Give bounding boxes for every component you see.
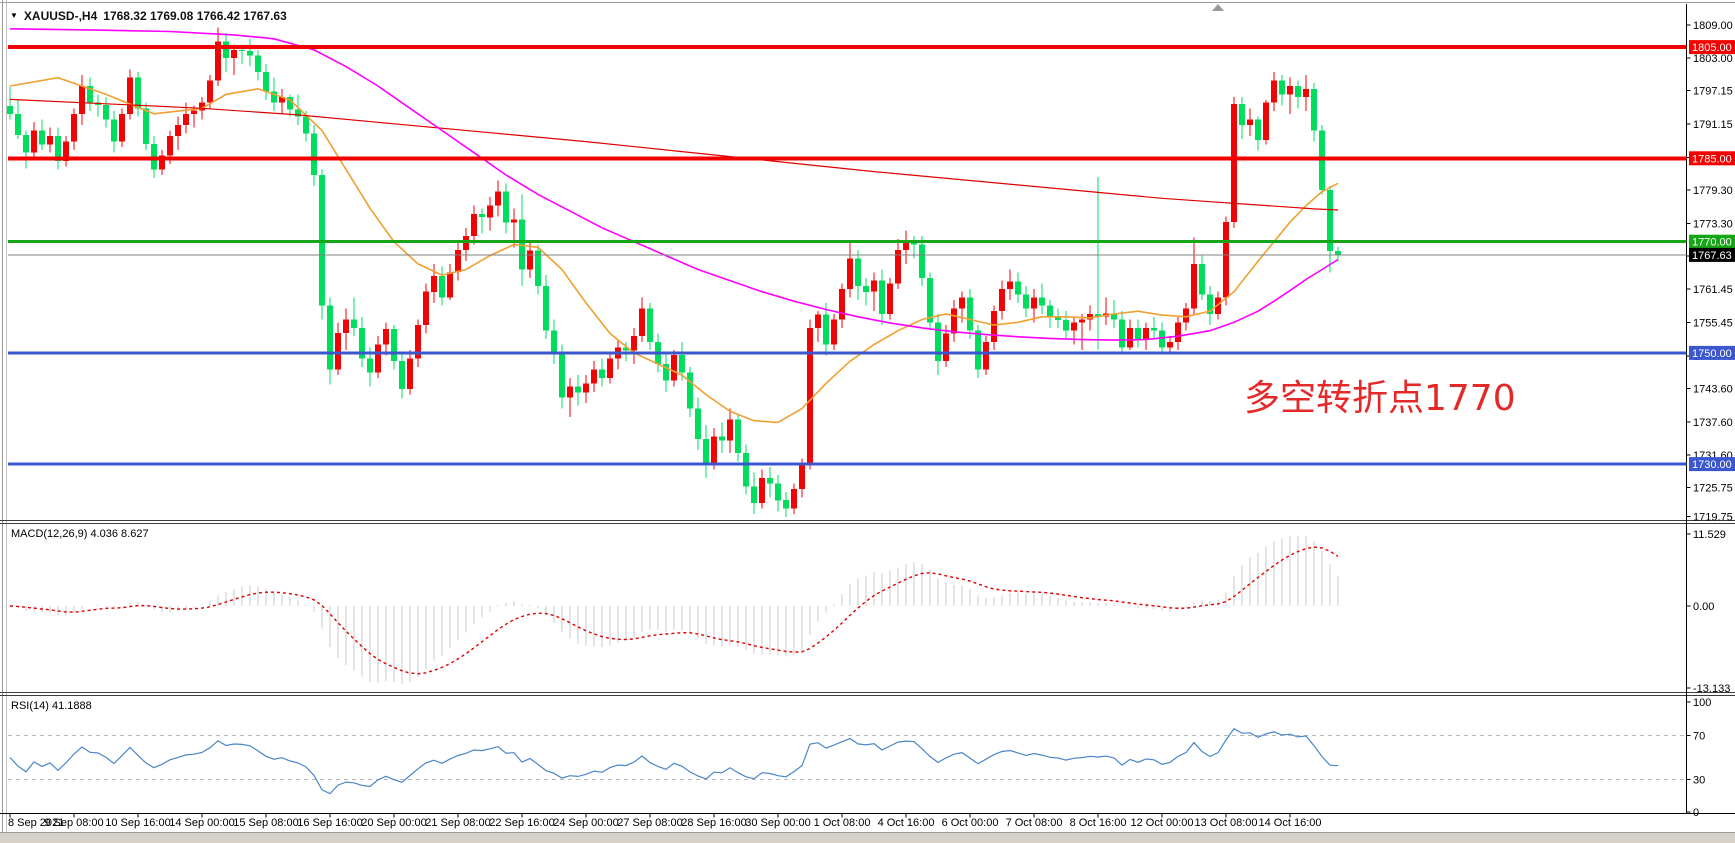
svg-text:1730.00: 1730.00 [1692,459,1732,471]
date-label: 9 Sep 08:00 [44,817,103,829]
macd-axis-label: 0.00 [1693,601,1714,613]
date-label: 14 Sep 00:00 [169,817,234,829]
fast-ma-orange [9,76,1339,424]
chart-title: ▼ XAUUSD-,H4 1768.32 1769.08 1766.42 176… [10,9,287,23]
date-label: 16 Sep 16:00 [297,817,362,829]
chart-annotation-text[interactable]: 多空转折点1770 [1244,378,1516,419]
rsi-indicator-label: RSI(14) 41.1888 [11,700,92,712]
macd-indicator-label: MACD(12,26,9) 4.036 8.627 [11,528,149,540]
slow-ma-red [9,98,1339,211]
date-label: 20 Sep 00:00 [361,817,426,829]
date-label: 8 Oct 16:00 [1070,817,1127,829]
date-label: 24 Sep 00:00 [553,817,618,829]
rsi-axis-label: 30 [1693,775,1705,787]
level-price-label: 1785.00 [1689,151,1735,166]
rsi-axis-label: 100 [1693,697,1711,709]
date-label: 13 Oct 08:00 [1195,817,1258,829]
price-tick-label: 1791.15 [1693,119,1733,131]
date-label: 15 Sep 08:00 [233,817,298,829]
level-price-label: 1770.00 [1689,234,1735,249]
price-tick-label: 1803.00 [1693,53,1733,65]
price-tick-label: 1719.75 [1693,512,1733,524]
candles-layer [7,27,1341,517]
price-tick-label: 1737.60 [1693,417,1733,429]
price-tick-label: 1725.75 [1693,483,1733,495]
price-axis: 1809.001803.001797.151791.151785.151779.… [1686,20,1733,524]
level-price-label: 1805.00 [1689,40,1735,55]
panel-separators[interactable] [0,520,1735,696]
price-tick-label: 1809.00 [1693,20,1733,32]
date-label: 27 Sep 08:00 [617,817,682,829]
long-ma-magenta [9,28,1339,341]
symbol-dropdown-icon: ▼ [10,10,18,20]
symbol-period-label: XAUUSD-,H4 [23,9,98,23]
svg-text:1767.63: 1767.63 [1692,250,1732,262]
rsi-line [9,727,1339,795]
svg-text:1750.00: 1750.00 [1692,348,1732,360]
rsi-axis-label: 70 [1693,730,1705,742]
macd-signal-line [9,546,1339,675]
date-label: 21 Sep 08:00 [425,817,490,829]
level-price-label: 1730.00 [1689,457,1735,472]
date-label: 28 Sep 16:00 [681,817,746,829]
macd-panel [9,536,1339,685]
date-label: 10 Sep 16:00 [105,817,170,829]
date-label: 30 Sep 00:00 [745,817,810,829]
svg-text:1805.00: 1805.00 [1692,42,1732,54]
svg-text:1770.00: 1770.00 [1692,237,1732,249]
date-label: 6 Oct 00:00 [942,817,999,829]
ohlc-readout: 1768.32 1769.08 1766.42 1767.63 [103,9,287,23]
date-label: 8 Sep 2021 [8,817,64,829]
price-tick-label: 1773.30 [1693,218,1733,230]
price-tick-label: 1743.60 [1693,383,1733,395]
date-label: 4 Oct 16:00 [878,817,935,829]
date-label: 1 Oct 08:00 [814,817,871,829]
level-price-label: 1750.00 [1689,345,1735,360]
svg-text:1785.00: 1785.00 [1692,153,1732,165]
price-tick-label: 1797.15 [1693,86,1733,98]
date-label: 12 Oct 00:00 [1131,817,1194,829]
date-label: 22 Sep 16:00 [489,817,554,829]
macd-axis-label: 11.529 [1693,529,1726,541]
chart-shift-marker[interactable] [1212,4,1224,11]
current-price-label: 1767.63 [1689,247,1735,262]
date-label: 7 Oct 08:00 [1006,817,1063,829]
horizontal-levels[interactable] [8,45,1687,466]
price-tick-label: 1779.30 [1693,185,1733,197]
price-tick-label: 1761.45 [1693,284,1733,296]
bottom-scroll-strip[interactable] [0,832,1735,843]
rsi-axis-label: 0 [1693,807,1699,819]
macd-axis-label: -13.133 [1693,683,1730,695]
price-tick-label: 1755.45 [1693,318,1733,330]
date-label: 14 Oct 16:00 [1259,817,1322,829]
